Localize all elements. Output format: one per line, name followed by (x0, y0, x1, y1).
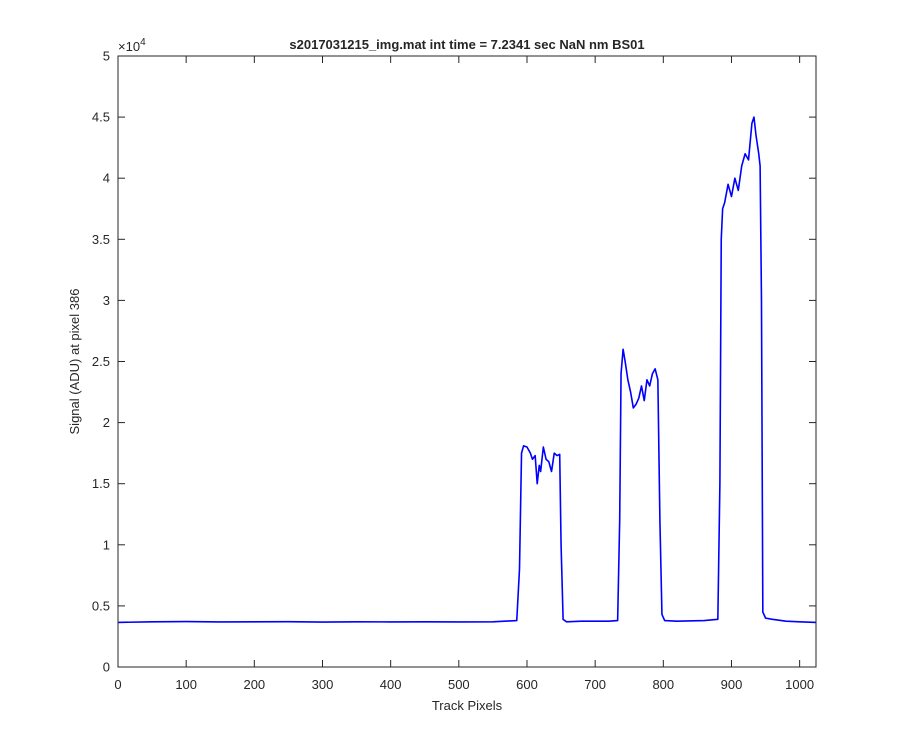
y-tick-label-2: 1 (103, 537, 110, 552)
axes-box (117, 55, 817, 668)
y-exponent-base: ×10 (118, 39, 140, 54)
y-axis-label: Signal (ADU) at pixel 386 (67, 289, 82, 435)
y-tick-label-0: 0 (103, 660, 110, 675)
y-tick-label-6: 3 (103, 293, 110, 308)
y-tick-label-9: 4.5 (92, 110, 110, 125)
x-tick-label-0: 0 (114, 677, 121, 692)
chart-title: s2017031215_img.mat int time = 7.2341 se… (289, 37, 644, 52)
x-tick-label-7: 700 (584, 677, 606, 692)
x-tick-label-2: 200 (243, 677, 265, 692)
y-tick-label-10: 5 (103, 49, 110, 64)
x-axis-label: Track Pixels (432, 698, 503, 713)
y-tick-label-5: 2.5 (92, 354, 110, 369)
x-tick-label-8: 800 (652, 677, 674, 692)
y-tick-label-4: 2 (103, 415, 110, 430)
x-tick-label-9: 900 (721, 677, 743, 692)
x-tick-label-5: 500 (448, 677, 470, 692)
x-tick-label-1: 100 (175, 677, 197, 692)
x-tick-label-6: 600 (516, 677, 538, 692)
y-tick-label-3: 1.5 (92, 476, 110, 491)
x-tick-label-4: 400 (380, 677, 402, 692)
series-line-0 (117, 116, 817, 624)
x-tick-label-3: 300 (312, 677, 334, 692)
tick-labels-layer: 0 100 200 300 400 500 600 700 800 900 1000 0 0.5 1 1.5… (92, 49, 814, 693)
axes-background (118, 56, 816, 667)
y-tick-label-1: 0.5 (92, 598, 110, 613)
y-exponent-label: ×104 (118, 37, 146, 54)
y-tick-label-7: 3.5 (92, 232, 110, 247)
y-exponent-power: 4 (140, 37, 146, 48)
y-tick-label-8: 4 (103, 171, 110, 186)
data-layer (117, 116, 817, 624)
x-tick-label-10: 1000 (785, 677, 814, 692)
